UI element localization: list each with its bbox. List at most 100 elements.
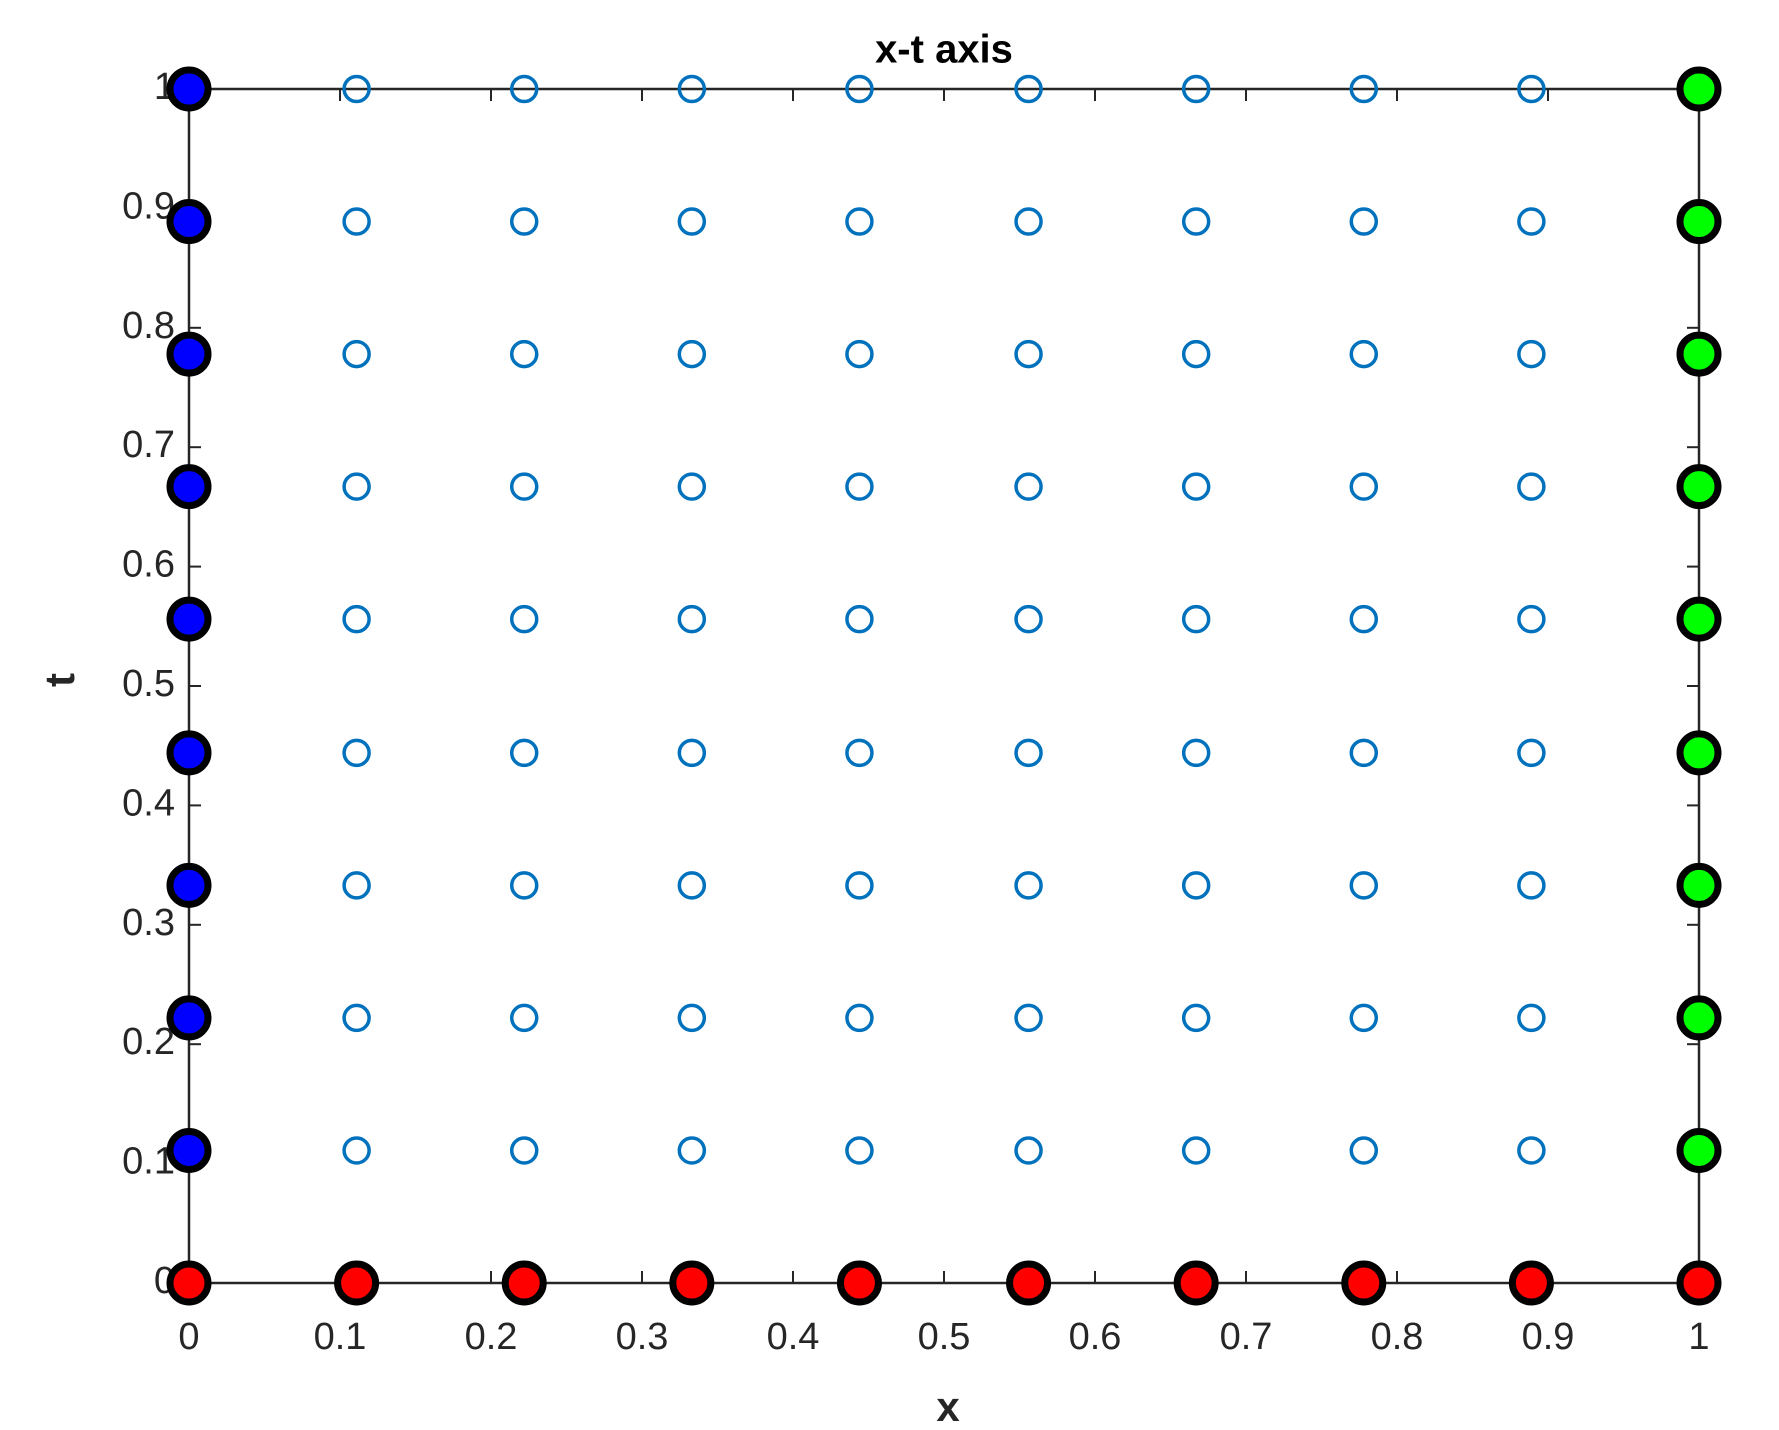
x-tick-label: 0.7 — [1220, 1316, 1273, 1358]
axes-box — [187, 87, 1701, 1285]
point — [342, 339, 371, 369]
point — [509, 604, 539, 634]
point — [1349, 604, 1379, 634]
point — [1349, 871, 1379, 900]
point — [845, 1003, 874, 1033]
point — [1181, 339, 1211, 369]
point — [342, 1003, 371, 1033]
point — [1181, 472, 1211, 501]
point — [1014, 339, 1043, 369]
y-tick-label: 0.4 — [122, 782, 175, 824]
y-tick-label: 0.9 — [122, 185, 175, 227]
x-tick-label: 0.3 — [616, 1316, 669, 1358]
x-tick-label: 0.6 — [1069, 1316, 1122, 1358]
point — [342, 472, 371, 501]
point — [669, 1260, 715, 1306]
point — [1173, 1260, 1219, 1306]
point — [509, 339, 539, 369]
point — [845, 339, 874, 369]
point — [166, 1127, 212, 1173]
point — [845, 472, 874, 501]
point — [1181, 207, 1211, 236]
x-tick-label: 0.9 — [1522, 1316, 1575, 1358]
point — [1014, 604, 1043, 634]
point — [1014, 1136, 1043, 1165]
point — [1517, 604, 1546, 634]
point — [1517, 1003, 1546, 1033]
point — [677, 1136, 707, 1165]
point — [1517, 472, 1546, 501]
point — [677, 472, 707, 501]
point — [836, 1260, 882, 1306]
point — [1181, 738, 1211, 768]
point — [166, 1260, 212, 1306]
point — [1508, 1260, 1554, 1306]
point — [342, 1136, 371, 1165]
point — [342, 871, 371, 900]
point — [1676, 596, 1722, 642]
point — [1014, 871, 1043, 900]
point — [342, 738, 371, 768]
y-tick-label: 0.7 — [122, 424, 175, 466]
x-axis-label: x — [936, 1383, 960, 1430]
point — [1349, 1003, 1379, 1033]
point — [1349, 1136, 1379, 1165]
point — [1517, 339, 1546, 369]
point — [166, 596, 212, 642]
point — [1341, 1260, 1387, 1306]
point — [845, 1136, 874, 1165]
point — [166, 995, 212, 1041]
point — [1014, 1003, 1043, 1033]
point — [1676, 1260, 1722, 1306]
point — [1006, 1260, 1052, 1306]
point — [845, 604, 874, 634]
point — [166, 199, 212, 245]
point — [509, 1003, 539, 1033]
point — [509, 738, 539, 768]
point — [1181, 871, 1211, 900]
point — [509, 1136, 539, 1165]
point — [166, 730, 212, 776]
point — [1676, 331, 1722, 377]
point — [334, 1260, 380, 1306]
y-tick-label: 0.1 — [122, 1141, 175, 1183]
point — [509, 74, 539, 104]
point — [501, 1260, 547, 1306]
point — [1181, 74, 1211, 104]
point — [1349, 339, 1379, 369]
point — [1014, 738, 1043, 768]
point — [166, 862, 212, 908]
point — [166, 464, 212, 510]
point — [1676, 1127, 1722, 1173]
point — [509, 207, 539, 236]
point — [1517, 871, 1546, 900]
point — [1181, 1003, 1211, 1033]
point — [342, 207, 371, 236]
point — [1349, 74, 1379, 104]
point — [1181, 1136, 1211, 1165]
point — [166, 331, 212, 377]
point — [1676, 199, 1722, 245]
point — [1014, 472, 1043, 501]
point — [1517, 1136, 1546, 1165]
point — [1676, 464, 1722, 510]
point — [677, 738, 707, 768]
point — [677, 871, 707, 900]
point — [1349, 207, 1379, 236]
point — [1676, 730, 1722, 776]
y-axis-label: t — [36, 673, 83, 687]
x-tick-label: 0.2 — [465, 1316, 518, 1358]
x-tick-label: 0 — [178, 1316, 199, 1358]
point — [1517, 738, 1546, 768]
point — [677, 207, 707, 236]
point — [1349, 738, 1379, 768]
x-tick-label: 0.4 — [767, 1316, 820, 1358]
x-tick-label: 0.5 — [918, 1316, 971, 1358]
point — [677, 339, 707, 369]
y-tick-label: 0.5 — [122, 663, 175, 705]
point — [1517, 74, 1546, 104]
x-tick-label: 0.1 — [314, 1316, 367, 1358]
point — [1676, 995, 1722, 1041]
point — [1014, 74, 1043, 104]
